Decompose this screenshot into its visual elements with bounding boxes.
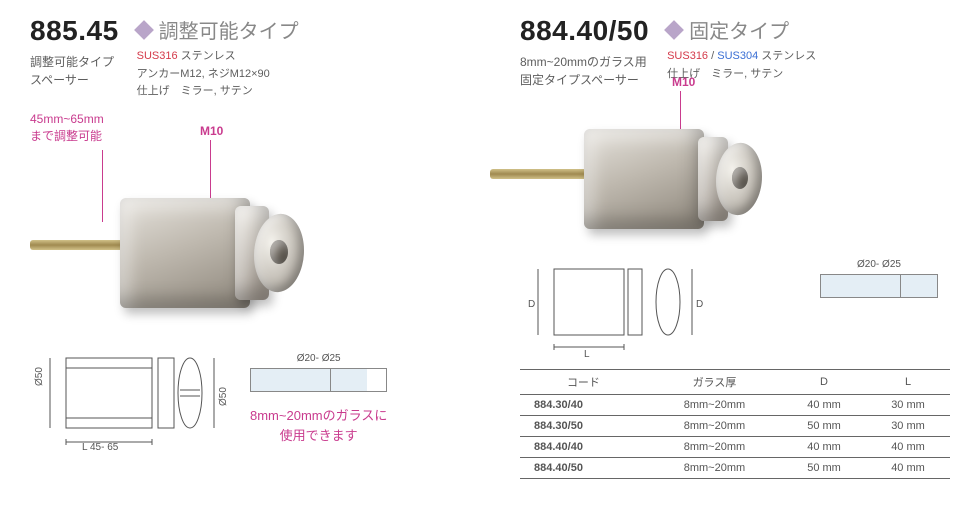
dim-dia-right: Ø50 (218, 387, 229, 406)
spec-rest: ステンレス (178, 50, 236, 62)
cell-glass: 8mm~20mm (647, 395, 782, 416)
cell-l: 30 mm (866, 395, 950, 416)
right-title-spec: 固定タイプ SUS316 / SUS304 ステンレス 仕上げ ミラー, サテン (667, 15, 816, 83)
glass-note-line: 8mm~20mmのガラスに (250, 408, 387, 423)
product-photo: M10 (30, 154, 310, 334)
th-glass: ガラス厚 (647, 370, 782, 395)
spec-slash: / (708, 50, 717, 62)
dim-d-right: D (696, 299, 703, 310)
left-product: 885.45 調整可能タイプ スペーサー 調整可能タイプ SUS316 ステンレ… (0, 0, 490, 522)
product-code: 885.45 (30, 15, 119, 47)
right-code-block: 884.40/50 8mm~20mmのガラス用 固定タイプスペーサー (520, 15, 649, 89)
callout-line (102, 150, 103, 222)
spec-table: コード ガラス厚 D L 884.30/40 8mm~20mm 40 mm 30… (520, 369, 950, 479)
subtitle-line: 8mm~20mmのガラス用 (520, 55, 647, 69)
adjust-range: 45mm~65mm まで調整可能 (30, 111, 480, 145)
sus-marker: SUS316 (137, 50, 178, 62)
dim-length: L 45- 65 (82, 442, 118, 453)
cell-d: 40 mm (782, 437, 866, 458)
right-product: 884.40/50 8mm~20mmのガラス用 固定タイプスペーサー 固定タイプ… (490, 0, 980, 522)
cell-code: 884.40/40 (520, 437, 647, 458)
dia-box (250, 368, 387, 392)
spec-line: 仕上げ ミラー, サテン (137, 85, 253, 97)
sus-marker: SUS316 (667, 50, 708, 62)
product-subtitle: 8mm~20mmのガラス用 固定タイプスペーサー (520, 53, 649, 89)
cell-d: 50 mm (782, 458, 866, 479)
cell-l: 30 mm (866, 416, 950, 437)
cell-d: 50 mm (782, 416, 866, 437)
right-drawing-row: D D L Ø20- Ø25 (520, 259, 970, 359)
left-code-block: 885.45 調整可能タイプ スペーサー (30, 15, 119, 89)
subtitle-line: 固定タイプスペーサー (520, 73, 639, 87)
product-subtitle: 調整可能タイプ スペーサー (30, 53, 119, 89)
dia-seg (821, 275, 901, 297)
dia-box-group: Ø20- Ø25 (820, 259, 938, 298)
right-header: 884.40/50 8mm~20mmのガラス用 固定タイプスペーサー 固定タイプ… (520, 15, 970, 89)
dia-seg (251, 369, 331, 391)
center-hole (732, 167, 748, 189)
dia-seg (901, 275, 937, 297)
left-header: 885.45 調整可能タイプ スペーサー 調整可能タイプ SUS316 ステンレ… (30, 15, 480, 101)
product-photo: M10 (520, 99, 800, 249)
product-code: 884.40/50 (520, 15, 649, 47)
cell-d: 40 mm (782, 395, 866, 416)
diamond-icon (134, 20, 154, 40)
dia-range-label: Ø20- Ø25 (250, 353, 387, 364)
drawing-svg (520, 259, 710, 359)
anchor-bolt (490, 169, 590, 179)
cell-code: 884.40/50 (520, 458, 647, 479)
drawing-svg (30, 344, 230, 454)
type-title: 固定タイプ (667, 15, 816, 44)
dim-l: L (584, 349, 590, 360)
spec-line: アンカーM12, ネジM12×90 (137, 68, 270, 80)
type-title-text: 固定タイプ (689, 15, 789, 44)
dia-glass-group: Ø20- Ø25 8mm~20mmのガラスに 使用できます (250, 353, 387, 445)
spec-text: SUS316 ステンレス アンカーM12, ネジM12×90 仕上げ ミラー, … (137, 48, 299, 101)
cell-l: 40 mm (866, 458, 950, 479)
diamond-icon (664, 20, 684, 40)
th-l: L (866, 370, 950, 395)
glass-note: 8mm~20mmのガラスに 使用できます (250, 406, 387, 445)
left-drawing-row: Ø50 Ø50 L 45- 65 Ø20- Ø25 8mm~20mmのガラスに … (30, 344, 480, 454)
th-code: コード (520, 370, 647, 395)
glass-note-line: 使用できます (280, 428, 358, 443)
spacer-body (584, 129, 704, 229)
left-title-spec: 調整可能タイプ SUS316 ステンレス アンカーM12, ネジM12×90 仕… (137, 15, 299, 101)
subtitle-line: 調整可能タイプ (30, 55, 114, 69)
cell-glass: 8mm~20mm (647, 458, 782, 479)
table-row: 884.30/40 8mm~20mm 40 mm 30 mm (520, 395, 950, 416)
range-line: まで調整可能 (30, 128, 480, 145)
table-row: 884.40/40 8mm~20mm 40 mm 40 mm (520, 437, 950, 458)
anchor-bolt (30, 240, 130, 250)
thread-label: M10 (672, 75, 695, 89)
type-title: 調整可能タイプ (137, 15, 299, 44)
spacer-body (120, 198, 250, 308)
dia-box (820, 274, 938, 298)
th-d: D (782, 370, 866, 395)
cell-glass: 8mm~20mm (647, 437, 782, 458)
sus-marker-blue: SUS304 (717, 50, 758, 62)
range-line: 45mm~65mm (30, 111, 480, 128)
dia-range-label: Ø20- Ø25 (820, 259, 938, 270)
cell-code: 884.30/50 (520, 416, 647, 437)
dim-d-left: D (528, 299, 535, 310)
table-row: 884.40/50 8mm~20mm 50 mm 40 mm (520, 458, 950, 479)
cell-code: 884.30/40 (520, 395, 647, 416)
dia-seg (331, 369, 367, 391)
thread-label: M10 (200, 124, 223, 138)
table-row: 884.30/50 8mm~20mm 50 mm 30 mm (520, 416, 950, 437)
cell-glass: 8mm~20mm (647, 416, 782, 437)
technical-drawing: D D L (520, 259, 710, 359)
technical-drawing: Ø50 Ø50 L 45- 65 (30, 344, 230, 454)
cell-l: 40 mm (866, 437, 950, 458)
table-header-row: コード ガラス厚 D L (520, 370, 950, 395)
spec-rest: ステンレス (758, 50, 816, 62)
subtitle-line: スペーサー (30, 73, 89, 87)
dim-dia-left: Ø50 (34, 367, 45, 386)
type-title-text: 調整可能タイプ (159, 15, 299, 44)
